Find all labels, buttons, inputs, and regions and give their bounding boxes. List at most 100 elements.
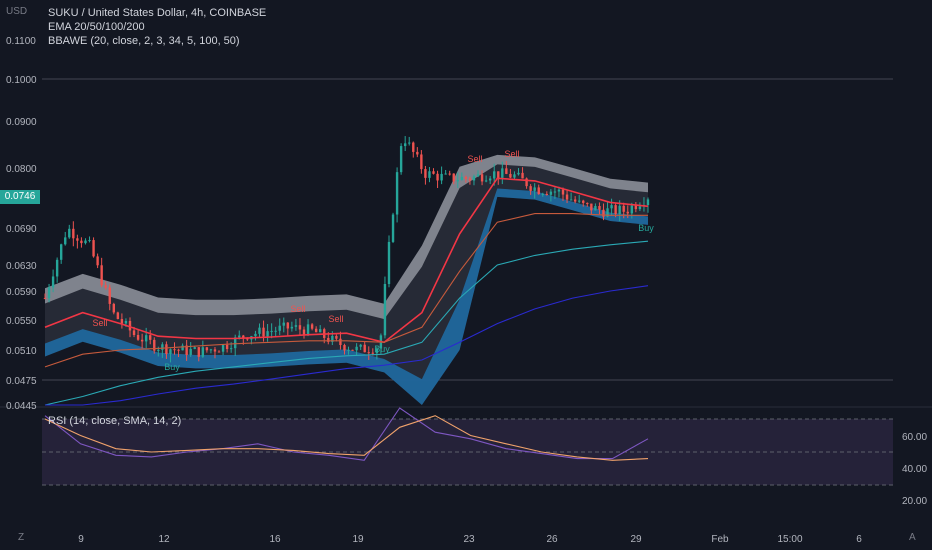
bbawe-indicator-label[interactable]: BBAWE (20, close, 2, 3, 34, 5, 100, 50) [48,35,240,47]
candle-body [582,200,585,203]
candle-body [238,335,241,338]
candle-body [569,199,573,201]
signal-buy-label: Buy [164,362,180,372]
candle-body [610,205,613,209]
candle-body [452,173,455,182]
timezone-icon[interactable]: Z [18,532,25,543]
candle-body [586,202,589,204]
candle-body [205,347,209,351]
candle-body [634,205,638,210]
candle-body [189,348,192,355]
candle-body [43,298,47,300]
candle-body [157,349,160,351]
candle-body [424,169,427,178]
candle-body [460,176,464,181]
candle-body [618,205,621,215]
candle-body [112,303,115,313]
candle-body [403,143,407,147]
rsi-series-line-1 [44,407,649,461]
candle-body [347,349,350,351]
candle-body [367,352,370,354]
candle-body [136,335,140,340]
candle-body [517,172,520,175]
time-tick-label: 9 [78,534,84,545]
signal-sell-label: Sell [328,314,343,324]
candle-body [509,173,512,178]
candle-body [399,146,403,173]
candle-body [440,173,443,181]
candle-body [302,329,306,335]
candle-body [590,203,593,211]
candle-body [290,326,294,329]
candle-body [480,174,484,182]
candle-body [177,349,180,351]
candle-body [614,205,617,215]
candle-body [197,347,200,357]
candle-body [59,244,63,260]
time-tick-label: 16 [269,534,281,545]
candle-body [234,337,237,349]
candle-body [128,320,132,331]
candle-body [436,173,439,181]
candle-body [493,171,496,179]
candle-body [521,172,524,179]
price-tick-label: 0.1100 [6,36,36,47]
ema-line-2 [44,213,648,368]
candle-body [351,349,354,351]
candle-body [444,173,447,175]
candle-body [124,320,128,324]
rsi-tick-label: 60.00 [902,432,927,443]
candle-body [408,142,411,144]
candle-body [598,206,601,210]
time-tick-label: 29 [630,534,642,545]
band-area [45,154,648,405]
candle-body [258,327,261,334]
price-tick-label: 0.0475 [6,376,37,387]
candle-body [561,189,565,195]
candle-body [363,344,366,353]
candle-body [294,325,298,327]
candle-body [282,322,285,326]
time-tick-label: 12 [158,534,170,545]
price-tick-label: 0.0800 [6,164,37,175]
candle-body [432,171,435,174]
candle-body [120,319,124,324]
candle-body [541,193,544,195]
candle-body [565,194,569,200]
candle-body [545,193,549,195]
price-tick-label: 0.0690 [6,224,37,235]
candle-body [472,176,476,181]
ema-indicator-label[interactable]: EMA 20/50/100/200 [48,21,145,33]
time-tick-label: 23 [463,534,475,545]
candle-body [108,287,111,304]
rsi-tick-label: 20.00 [902,496,927,507]
candle-body [153,339,156,351]
candle-body [229,348,233,350]
candle-body [76,238,79,241]
candle-body [242,335,245,338]
rsi-tick-label: 40.00 [902,464,927,475]
candle-body [104,285,107,288]
signal-sell-label: Sell [290,304,305,314]
candle-body [622,205,625,212]
candle-body [274,330,277,332]
signal-sell-label: Sell [467,154,482,164]
candle-body [169,349,172,354]
currency-label: USD [6,6,28,17]
candle-body [359,344,362,347]
candle-body [513,174,516,178]
candle-body [505,168,508,174]
rsi-title[interactable]: RSI (14, close, SMA, 14, 2) [48,415,182,427]
candle-body [144,335,148,342]
candle-body [371,352,375,354]
auto-scale-icon[interactable]: A [909,532,916,543]
candle-body [193,347,196,349]
price-tick-label: 0.0445 [6,401,37,412]
current-price-tag: 0.0746 [0,190,40,204]
candle-body [92,240,95,257]
candle-body [213,349,217,352]
lower-band-blue [45,188,648,405]
candle-body [149,335,152,340]
symbol-title[interactable]: SUKU / United States Dollar, 4h, COINBAS… [48,7,267,19]
